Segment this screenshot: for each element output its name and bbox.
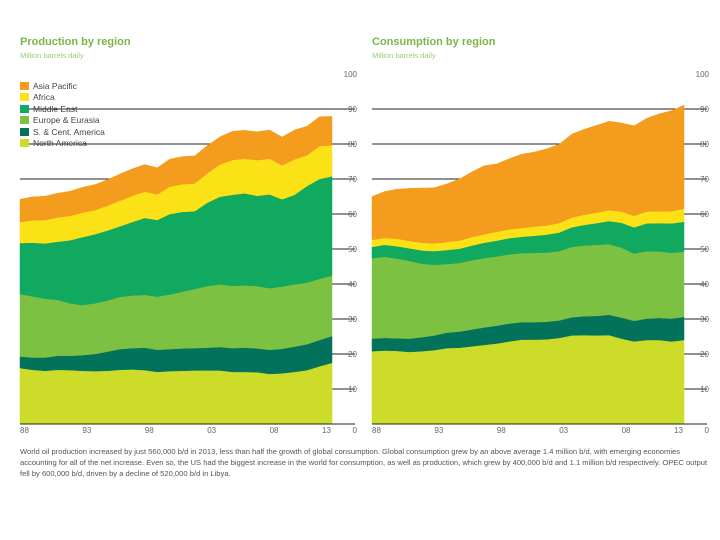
legend-swatch: [20, 116, 29, 125]
legend-item-s-cent-america: S. & Cent. America: [20, 126, 105, 138]
x-tick-label: 08: [622, 426, 631, 435]
area-asia-pacific: [19, 116, 333, 223]
x-tick-label: 88: [20, 426, 29, 435]
y-tick-label: 20: [700, 350, 709, 359]
production-areas: [19, 116, 333, 425]
legend-item-europe-eurasia: Europe & Eurasia: [20, 115, 105, 127]
consumption-areas: [371, 104, 685, 425]
legend-swatch: [20, 81, 29, 90]
y-tick-label: 10: [700, 385, 709, 394]
legend-label: S. & Cent. America: [33, 126, 105, 137]
legend-swatch: [20, 104, 29, 113]
consumption-chart-title: Consumption by region: [372, 36, 496, 48]
caption-text: World oil production increased by just 5…: [20, 447, 708, 478]
y-tick-label: 50: [700, 245, 709, 254]
x-tick-label: 93: [82, 426, 91, 435]
y-tick-label: 0: [353, 426, 358, 435]
x-tick-label: 13: [674, 426, 683, 435]
y-tick-label: 80: [700, 140, 709, 149]
x-tick-label: 03: [559, 426, 568, 435]
y-tick-label: 40: [700, 280, 709, 289]
y-tick-label: 10: [348, 385, 357, 394]
legend-item-africa: Africa: [20, 92, 105, 104]
y-tick-label: 0: [705, 426, 710, 435]
x-tick-label: 08: [270, 426, 279, 435]
legend-label: Asia Pacific: [33, 80, 77, 91]
legend-label: Europe & Eurasia: [33, 115, 100, 126]
x-tick-label: 98: [145, 426, 154, 435]
y-tick-label: 30: [700, 315, 709, 324]
area-asia-pacific: [371, 104, 685, 244]
legend-swatch: [20, 127, 29, 136]
y-tick-label: 90: [348, 105, 357, 114]
y-tick-label: 90: [700, 105, 709, 114]
x-tick-label: 88: [372, 426, 381, 435]
y-tick-label: 40: [348, 280, 357, 289]
y-tick-label: 70: [348, 175, 357, 184]
legend-label: Middle East: [33, 103, 78, 114]
legend-item-north-america: North America: [20, 138, 105, 150]
y-tick-label: 70: [700, 175, 709, 184]
legend-label: North America: [33, 138, 87, 149]
axes: 0 10 20 30 40 50 60 70 80 90 100 88 93 98 03 08 13 0 10 20 3…: [20, 70, 710, 435]
legend-label: Africa: [33, 92, 55, 103]
y-tick-label: 100: [344, 70, 358, 79]
consumption-chart-subtitle: Million barrels daily: [372, 51, 436, 60]
x-tick-label: 13: [322, 426, 331, 435]
legend-item-asia-pacific: Asia Pacific: [20, 80, 105, 92]
legend-swatch: [20, 139, 29, 148]
x-tick-label: 98: [497, 426, 506, 435]
y-tick-label: 80: [348, 140, 357, 149]
production-chart-subtitle: Million barrels daily: [20, 51, 84, 60]
x-tick-label: 93: [434, 426, 443, 435]
y-tick-label: 30: [348, 315, 357, 324]
x-tick-label: 03: [207, 426, 216, 435]
y-tick-label: 60: [348, 210, 357, 219]
y-tick-label: 50: [348, 245, 357, 254]
production-chart-title: Production by region: [20, 36, 131, 48]
y-tick-label: 100: [696, 70, 710, 79]
y-tick-label: 60: [700, 210, 709, 219]
y-tick-label: 20: [348, 350, 357, 359]
legend-swatch: [20, 93, 29, 102]
legend-item-middle-east: Middle East: [20, 103, 105, 115]
legend: Asia Pacific Africa Middle East Europe & Eu…: [20, 80, 105, 149]
